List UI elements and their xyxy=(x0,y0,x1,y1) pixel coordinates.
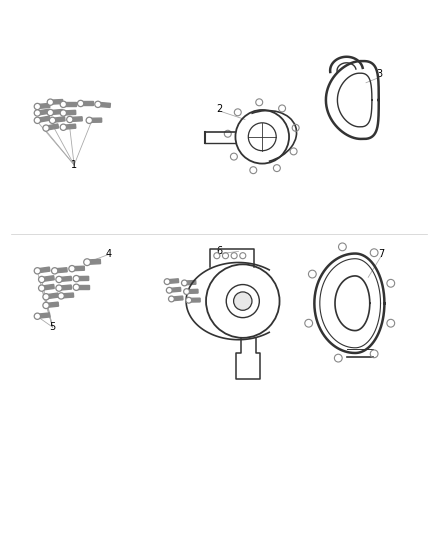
Circle shape xyxy=(233,292,252,310)
Polygon shape xyxy=(63,124,76,130)
Polygon shape xyxy=(171,296,183,301)
Circle shape xyxy=(184,289,190,295)
Polygon shape xyxy=(76,277,88,281)
Polygon shape xyxy=(72,266,85,271)
Polygon shape xyxy=(37,109,50,115)
Text: 3: 3 xyxy=(376,69,382,79)
Circle shape xyxy=(39,285,45,291)
Circle shape xyxy=(34,110,41,116)
Circle shape xyxy=(181,280,187,286)
Circle shape xyxy=(186,297,192,303)
Polygon shape xyxy=(184,280,196,285)
Circle shape xyxy=(43,294,49,300)
Circle shape xyxy=(43,302,49,309)
Polygon shape xyxy=(42,276,54,281)
Circle shape xyxy=(49,117,56,124)
Polygon shape xyxy=(70,117,82,122)
Text: 6: 6 xyxy=(216,246,222,256)
Circle shape xyxy=(60,101,67,108)
Circle shape xyxy=(52,268,58,274)
Circle shape xyxy=(56,276,62,282)
Polygon shape xyxy=(187,289,198,294)
Polygon shape xyxy=(46,293,59,299)
Circle shape xyxy=(60,124,67,131)
Polygon shape xyxy=(59,277,71,281)
Polygon shape xyxy=(50,100,63,104)
Polygon shape xyxy=(81,101,93,106)
Polygon shape xyxy=(46,302,59,308)
Circle shape xyxy=(58,293,64,299)
Circle shape xyxy=(169,296,174,302)
Polygon shape xyxy=(76,285,88,289)
Circle shape xyxy=(73,276,79,282)
Text: 1: 1 xyxy=(71,160,77,170)
Circle shape xyxy=(47,99,53,106)
Circle shape xyxy=(34,313,41,319)
Circle shape xyxy=(95,101,101,108)
Circle shape xyxy=(39,276,45,282)
Text: 4: 4 xyxy=(106,248,112,259)
Polygon shape xyxy=(37,116,50,123)
Polygon shape xyxy=(37,103,50,109)
Circle shape xyxy=(86,117,92,124)
Circle shape xyxy=(34,117,41,124)
Circle shape xyxy=(69,265,75,272)
Circle shape xyxy=(164,279,170,285)
Polygon shape xyxy=(64,102,76,107)
Polygon shape xyxy=(37,313,50,318)
Polygon shape xyxy=(189,298,200,302)
Circle shape xyxy=(78,100,84,107)
Circle shape xyxy=(73,284,79,290)
Polygon shape xyxy=(87,259,100,264)
Polygon shape xyxy=(46,124,59,130)
Circle shape xyxy=(34,103,41,110)
Polygon shape xyxy=(54,268,67,273)
Circle shape xyxy=(60,110,67,116)
Polygon shape xyxy=(42,285,54,290)
Text: 7: 7 xyxy=(378,248,384,259)
Polygon shape xyxy=(89,118,102,123)
Polygon shape xyxy=(52,117,65,123)
Polygon shape xyxy=(61,293,74,298)
Polygon shape xyxy=(37,267,50,273)
Circle shape xyxy=(56,285,62,291)
Polygon shape xyxy=(169,287,181,292)
Circle shape xyxy=(47,109,53,116)
Polygon shape xyxy=(167,279,179,284)
Circle shape xyxy=(84,259,91,265)
Text: 5: 5 xyxy=(49,322,56,332)
Circle shape xyxy=(67,116,73,123)
Circle shape xyxy=(43,125,49,131)
Circle shape xyxy=(34,268,41,274)
Text: 2: 2 xyxy=(216,103,222,114)
Polygon shape xyxy=(59,285,71,290)
Polygon shape xyxy=(63,110,76,115)
Polygon shape xyxy=(98,102,110,108)
Circle shape xyxy=(166,287,172,293)
Polygon shape xyxy=(50,109,63,115)
